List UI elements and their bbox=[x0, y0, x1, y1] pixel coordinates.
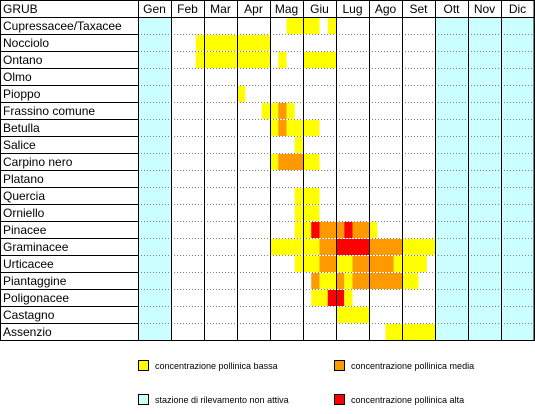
pollen-bar bbox=[294, 137, 303, 153]
taxon-label: Ontano bbox=[3, 53, 43, 67]
pollen-bar bbox=[336, 256, 353, 272]
pollen-bar bbox=[237, 86, 246, 102]
pollen-bar bbox=[402, 239, 435, 255]
pollen-bar bbox=[319, 273, 336, 289]
pollen-bar bbox=[270, 239, 320, 255]
taxon-label: Carpino nero bbox=[3, 155, 73, 169]
taxon-label: Assenzio bbox=[3, 325, 52, 339]
legend-label-medium: concentrazione pollinica media bbox=[351, 360, 475, 371]
month-label: Ago bbox=[375, 2, 397, 16]
pollen-bar bbox=[278, 52, 287, 68]
taxon-label: Olmo bbox=[3, 70, 32, 84]
legend-swatch-inactive bbox=[138, 394, 149, 405]
month-label: Dic bbox=[509, 2, 526, 16]
pollen-bar bbox=[344, 290, 353, 306]
pollen-bar bbox=[336, 307, 369, 323]
pollen-bar bbox=[311, 222, 320, 238]
legend-item-low: concentrazione pollinica bassa bbox=[138, 360, 278, 371]
inactive-column-Nov bbox=[468, 17, 501, 340]
pollen-bar bbox=[327, 18, 336, 34]
taxon-label: Poligonacee bbox=[3, 291, 69, 305]
legend-label-high: concentrazione pollinica alta bbox=[351, 394, 465, 405]
pollen-bar bbox=[402, 273, 419, 289]
pollen-bar bbox=[270, 154, 279, 170]
month-label: Feb bbox=[177, 2, 198, 16]
legend-item-inactive: stazione di rilevamento non attiva bbox=[138, 394, 289, 405]
pollen-bar bbox=[319, 256, 336, 272]
taxon-label: Urticacee bbox=[3, 257, 54, 271]
pollen-bar bbox=[336, 239, 369, 255]
pollen-bar bbox=[278, 154, 303, 170]
month-label: Mag bbox=[275, 2, 298, 16]
inactive-column-Gen bbox=[138, 17, 171, 340]
pollen-bar bbox=[286, 103, 295, 119]
pollen-bar bbox=[303, 154, 320, 170]
legend-swatch-medium bbox=[334, 360, 345, 371]
pollen-bar bbox=[294, 205, 320, 221]
pollen-bar bbox=[278, 103, 287, 119]
taxon-label: Castagno bbox=[3, 308, 55, 322]
inactive-column-Dic bbox=[501, 17, 534, 340]
pollen-bar bbox=[311, 290, 328, 306]
taxon-label: Platano bbox=[3, 172, 44, 186]
month-label: Apr bbox=[244, 2, 263, 16]
pollen-bar bbox=[294, 188, 320, 204]
legend-swatch-low bbox=[138, 360, 149, 371]
taxon-label: Salice bbox=[3, 138, 36, 152]
pollen-bar bbox=[344, 222, 353, 238]
pollen-bar bbox=[336, 273, 345, 289]
pollen-bar bbox=[270, 103, 279, 119]
pollen-bar bbox=[261, 103, 270, 119]
taxon-label: Cupressacee/Taxacee bbox=[3, 19, 122, 33]
pollen-bar bbox=[319, 222, 345, 238]
pollen-bar bbox=[195, 52, 270, 68]
month-label: Giu bbox=[310, 2, 329, 16]
pollen-bar bbox=[344, 273, 353, 289]
taxon-label: Graminacee bbox=[3, 240, 69, 254]
pollen-bar bbox=[278, 120, 287, 136]
legend-label-inactive: stazione di rilevamento non attiva bbox=[155, 394, 289, 405]
month-label: Nov bbox=[474, 2, 495, 16]
month-label: Ott bbox=[443, 2, 460, 16]
pollen-bar bbox=[385, 324, 435, 340]
pollen-bar bbox=[369, 239, 402, 255]
taxon-label: Nocciolo bbox=[3, 36, 49, 50]
legend-item-high: concentrazione pollinica alta bbox=[334, 394, 464, 405]
taxon-label: Betulla bbox=[3, 121, 40, 135]
pollen-bar bbox=[270, 120, 279, 136]
pollen-calendar: GRUB Gen Feb Mar Apr Mag Giu Lug Ago Set Ott Nov Dic… bbox=[0, 0, 535, 341]
legend-swatch-high bbox=[334, 394, 345, 405]
pollen-bar bbox=[352, 256, 394, 272]
month-label: Set bbox=[409, 2, 428, 16]
pollen-bar bbox=[311, 273, 320, 289]
pollen-bar bbox=[294, 256, 320, 272]
taxon-label: Quercia bbox=[3, 189, 45, 203]
pollen-bar bbox=[195, 35, 270, 51]
month-label: Mar bbox=[210, 2, 231, 16]
inactive-column-Ott bbox=[435, 17, 468, 340]
pollen-bar bbox=[352, 222, 369, 238]
taxon-label: Piantaggine bbox=[3, 274, 67, 288]
header-label: GRUB bbox=[3, 2, 38, 16]
taxon-label: Orniello bbox=[3, 206, 45, 220]
month-label: Gen bbox=[143, 2, 166, 16]
legend-label-low: concentrazione pollinica bassa bbox=[155, 360, 278, 371]
taxon-label: Pioppo bbox=[3, 87, 41, 101]
legend-item-medium: concentrazione pollinica media bbox=[334, 360, 474, 371]
legend: concentrazione pollinica bassa concentra… bbox=[0, 342, 535, 414]
month-label: Lug bbox=[342, 2, 362, 16]
pollen-bar bbox=[303, 52, 336, 68]
pollen-bar bbox=[369, 222, 378, 238]
pollen-bar bbox=[319, 239, 336, 255]
taxon-label: Frassino comune bbox=[3, 104, 95, 118]
pollen-bar bbox=[393, 256, 427, 272]
pollen-bar bbox=[352, 273, 402, 289]
taxon-label: Pinacee bbox=[3, 223, 47, 237]
